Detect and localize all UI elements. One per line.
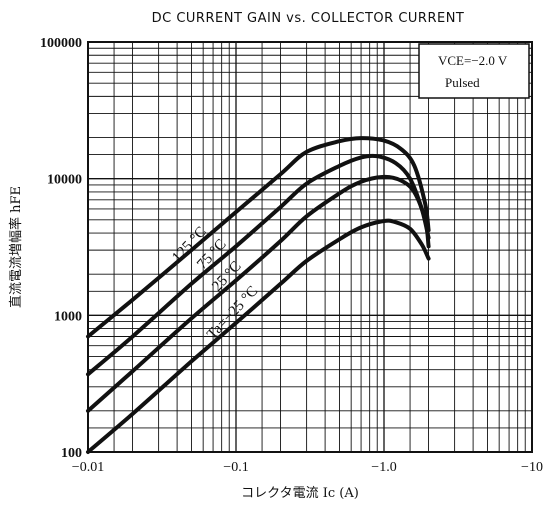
legend-frame: [418, 43, 530, 99]
series-line-3: [86, 218, 431, 454]
plot-grid: [88, 42, 532, 452]
x-tick-label: −1.0: [371, 460, 396, 475]
series-curves: [86, 136, 431, 454]
y-axis-label: 直流電流増幅率 hFE: [8, 186, 24, 308]
legend-box: VCE=−2.0 V Pulsed: [418, 43, 530, 99]
x-tick-label: −10: [521, 460, 543, 475]
x-tick-labels: −0.01 −0.1 −1.0 −10: [72, 460, 543, 475]
chart-title: DC CURRENT GAIN vs. COLLECTOR CURRENT: [152, 11, 465, 26]
series-line-2: [86, 174, 431, 413]
series-line-1: [86, 153, 431, 377]
plot-frame: [87, 41, 533, 453]
y-tick-labels: 100 1000 10000 100000: [40, 36, 82, 461]
series-line-0: [86, 136, 431, 339]
x-tick-label: −0.01: [72, 460, 104, 475]
y-tick-label: 10000: [47, 173, 82, 188]
legend-line-pulsed: Pulsed: [445, 75, 480, 90]
x-tick-label: −0.1: [223, 460, 248, 475]
y-tick-label: 100: [61, 446, 82, 461]
y-tick-label: 100000: [40, 36, 82, 51]
legend-line-vce: VCE=−2.0 V: [438, 53, 508, 68]
x-axis-label: コレクタ電流 Ic (A): [241, 486, 359, 501]
y-tick-label: 1000: [54, 309, 82, 324]
